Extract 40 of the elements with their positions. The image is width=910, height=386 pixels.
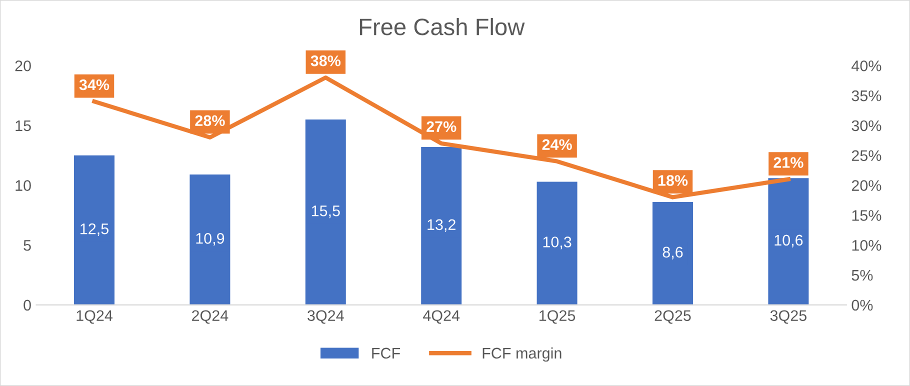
y2-tick-label: 40% <box>852 60 882 72</box>
data-label: 15,5 <box>312 206 340 218</box>
bar <box>421 146 462 305</box>
y-tick-label: 0 <box>24 300 31 311</box>
data-label: 34% <box>79 79 110 90</box>
data-label: 28% <box>195 115 225 126</box>
data-label: 27% <box>426 121 456 132</box>
y-tick-label: 10 <box>16 180 31 191</box>
data-label: 12,5 <box>80 223 108 236</box>
y2-tick-label: 20% <box>852 180 882 191</box>
legend-label: FCF <box>372 348 400 359</box>
y-tick-label: 5 <box>24 240 31 251</box>
x-tick-label: 2Q24 <box>192 310 228 324</box>
data-label: 10,3 <box>543 236 572 250</box>
y2-tick-label: 15% <box>852 210 882 221</box>
data-label: 24% <box>542 139 572 150</box>
legend-label: FCF margin <box>482 347 562 362</box>
x-tick-label: 4Q24 <box>423 310 460 324</box>
y2-tick-label: 30% <box>852 120 882 132</box>
y2-tick-label: 25% <box>852 150 882 162</box>
y2-tick-label: 0% <box>852 300 873 311</box>
y2-tick-label: 5% <box>852 270 873 281</box>
y2-tick-label: 10% <box>852 240 882 251</box>
x-tick-label: 1Q25 <box>540 310 576 324</box>
data-label: 18% <box>658 175 688 186</box>
x-tick-label: 1Q24 <box>76 310 112 324</box>
y-tick-label: 15 <box>16 120 31 132</box>
bar <box>305 119 346 305</box>
chart-title: Free Cash Flow <box>360 18 525 36</box>
data-label: 10,6 <box>774 234 803 248</box>
data-label: 10,9 <box>196 233 224 246</box>
x-tick-label: 3Q25 <box>770 310 806 324</box>
data-label: 38% <box>310 55 341 66</box>
y-tick-label: 20 <box>15 60 31 72</box>
data-label: 8,6 <box>662 246 683 260</box>
data-label: 21% <box>774 157 804 168</box>
data-label: 13,2 <box>428 219 456 232</box>
y2-tick-label: 35% <box>852 90 882 102</box>
x-tick-label: 2Q25 <box>654 310 691 324</box>
x-tick-label: 3Q24 <box>308 310 344 324</box>
